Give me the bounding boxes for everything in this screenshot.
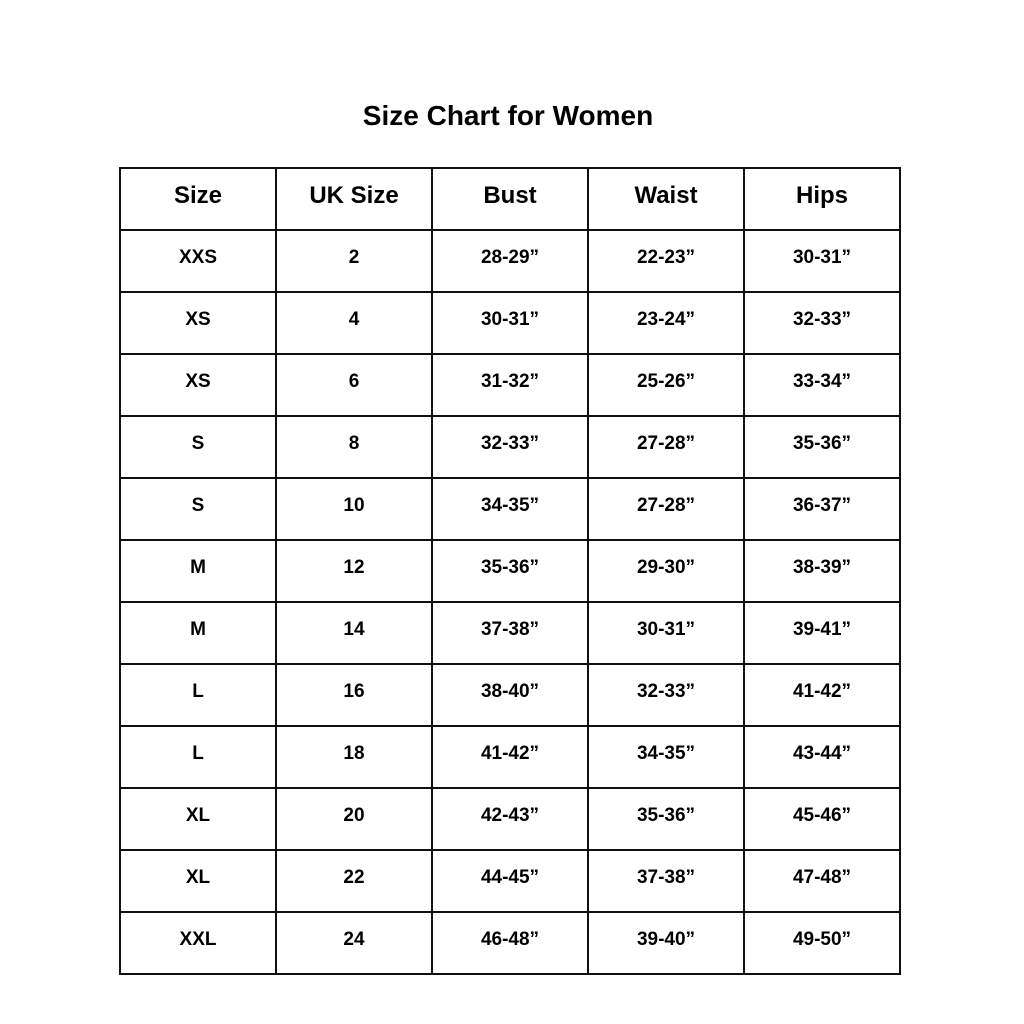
cell-size: S <box>119 477 277 541</box>
cell-hips: 47-48” <box>743 849 901 913</box>
table-row: XS 6 31-32” 25-26” 33-34” <box>119 353 901 417</box>
cell-bust: 31-32” <box>431 353 589 417</box>
cell-uk-size: 16 <box>275 663 433 727</box>
cell-size: XL <box>119 787 277 851</box>
cell-size: XL <box>119 849 277 913</box>
cell-uk-size: 12 <box>275 539 433 603</box>
size-chart-table: Size UK Size Bust Waist Hips XXS 2 28-29” 22-23… <box>119 167 901 975</box>
cell-size: XXS <box>119 229 277 293</box>
cell-waist: 25-26” <box>587 353 745 417</box>
cell-size: M <box>119 539 277 603</box>
cell-waist: 27-28” <box>587 415 745 479</box>
table-row: XS 4 30-31” 23-24” 32-33” <box>119 291 901 355</box>
cell-size: M <box>119 601 277 665</box>
cell-hips: 43-44” <box>743 725 901 789</box>
page-title: Size Chart for Women <box>362 100 654 131</box>
cell-size: L <box>119 725 277 789</box>
column-header-bust: Bust <box>431 167 589 231</box>
cell-waist: 39-40” <box>587 911 745 975</box>
cell-uk-size: 6 <box>275 353 433 417</box>
column-header-size: Size <box>119 167 277 231</box>
cell-uk-size: 14 <box>275 601 433 665</box>
cell-hips: 36-37” <box>743 477 901 541</box>
cell-hips: 30-31” <box>743 229 901 293</box>
cell-bust: 30-31” <box>431 291 589 355</box>
cell-bust: 28-29” <box>431 229 589 293</box>
cell-hips: 35-36” <box>743 415 901 479</box>
cell-uk-size: 8 <box>275 415 433 479</box>
table-row: S 8 32-33” 27-28” 35-36” <box>119 415 901 479</box>
cell-hips: 41-42” <box>743 663 901 727</box>
column-header-uk-size: UK Size <box>275 167 433 231</box>
cell-waist: 27-28” <box>587 477 745 541</box>
table-row: XXS 2 28-29” 22-23” 30-31” <box>119 229 901 293</box>
header-row: Size UK Size Bust Waist Hips <box>119 167 901 231</box>
table-row: L 18 41-42” 34-35” 43-44” <box>119 725 901 789</box>
cell-waist: 35-36” <box>587 787 745 851</box>
cell-size: XS <box>119 353 277 417</box>
cell-size: XS <box>119 291 277 355</box>
cell-bust: 42-43” <box>431 787 589 851</box>
column-header-hips: Hips <box>743 167 901 231</box>
table-row: XL 20 42-43” 35-36” 45-46” <box>119 787 901 851</box>
column-header-waist: Waist <box>587 167 745 231</box>
cell-hips: 39-41” <box>743 601 901 665</box>
table-row: M 12 35-36” 29-30” 38-39” <box>119 539 901 603</box>
table-row: M 14 37-38” 30-31” 39-41” <box>119 601 901 665</box>
cell-bust: 44-45” <box>431 849 589 913</box>
cell-uk-size: 10 <box>275 477 433 541</box>
cell-hips: 32-33” <box>743 291 901 355</box>
cell-size: XXL <box>119 911 277 975</box>
table-row: XXL 24 46-48” 39-40” 49-50” <box>119 911 901 975</box>
cell-bust: 34-35” <box>431 477 589 541</box>
cell-size: L <box>119 663 277 727</box>
cell-bust: 38-40” <box>431 663 589 727</box>
cell-uk-size: 18 <box>275 725 433 789</box>
cell-uk-size: 20 <box>275 787 433 851</box>
table-row: L 16 38-40” 32-33” 41-42” <box>119 663 901 727</box>
cell-waist: 34-35” <box>587 725 745 789</box>
cell-waist: 23-24” <box>587 291 745 355</box>
cell-hips: 49-50” <box>743 911 901 975</box>
table-row: S 10 34-35” 27-28” 36-37” <box>119 477 901 541</box>
cell-waist: 32-33” <box>587 663 745 727</box>
cell-hips: 45-46” <box>743 787 901 851</box>
cell-waist: 37-38” <box>587 849 745 913</box>
table-row: XL 22 44-45” 37-38” 47-48” <box>119 849 901 913</box>
cell-waist: 22-23” <box>587 229 745 293</box>
cell-hips: 38-39” <box>743 539 901 603</box>
cell-bust: 37-38” <box>431 601 589 665</box>
table-header: Size UK Size Bust Waist Hips <box>119 167 901 231</box>
cell-uk-size: 4 <box>275 291 433 355</box>
cell-uk-size: 2 <box>275 229 433 293</box>
cell-waist: 30-31” <box>587 601 745 665</box>
cell-bust: 46-48” <box>431 911 589 975</box>
cell-bust: 35-36” <box>431 539 589 603</box>
cell-waist: 29-30” <box>587 539 745 603</box>
cell-bust: 32-33” <box>431 415 589 479</box>
table-body: XXS 2 28-29” 22-23” 30-31” XS 4 30-31” 23-24” 32-… <box>119 229 901 975</box>
cell-bust: 41-42” <box>431 725 589 789</box>
cell-uk-size: 22 <box>275 849 433 913</box>
cell-hips: 33-34” <box>743 353 901 417</box>
cell-size: S <box>119 415 277 479</box>
cell-uk-size: 24 <box>275 911 433 975</box>
